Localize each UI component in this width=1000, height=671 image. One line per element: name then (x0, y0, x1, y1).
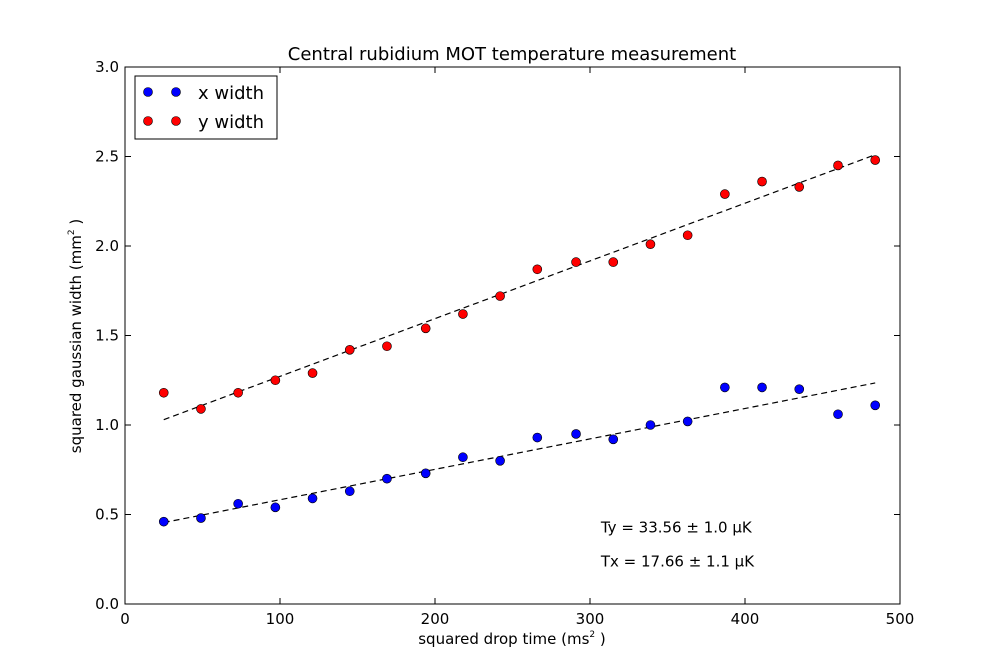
point-x-width-2 (233, 498, 243, 509)
x-tick-label-1: 100 (266, 610, 295, 628)
point-x-width-14 (682, 416, 693, 427)
legend: x width y width (134, 75, 278, 140)
legend-marker-y-width-1 (143, 116, 153, 126)
point-y-width-6 (382, 341, 392, 352)
y-tick-label-6: 3.0 (95, 58, 119, 76)
point-x-width-3 (270, 502, 281, 513)
point-x-width-0 (158, 516, 169, 527)
y-axis-label-superscript: 2 (67, 229, 77, 235)
point-y-width-3 (270, 375, 281, 386)
point-x-width-19 (870, 400, 881, 411)
x-axis-label-superscript: 2 (589, 630, 595, 640)
x-tick-label-0: 0 (120, 610, 130, 628)
point-x-width-8 (458, 452, 468, 463)
data-points (158, 155, 881, 527)
legend-marker-x-width-2 (171, 87, 181, 97)
y-tick-label-5: 2.5 (95, 148, 119, 166)
point-y-width-10 (532, 264, 543, 275)
point-y-width-18 (833, 160, 843, 171)
point-y-width-16 (757, 176, 767, 187)
point-y-width-17 (794, 182, 805, 192)
y-axis-label-end: ) (67, 219, 85, 230)
point-x-width-6 (382, 473, 392, 484)
x-tick-label-3: 300 (576, 610, 605, 628)
point-x-width-9 (495, 455, 505, 466)
point-x-width-11 (571, 429, 581, 439)
point-x-width-10 (532, 432, 543, 443)
point-x-width-17 (794, 384, 805, 395)
axes-frame (124, 66, 901, 605)
fit-line-x-width (163, 382, 876, 524)
point-x-width-16 (757, 382, 767, 393)
point-y-width-4 (307, 368, 318, 378)
point-y-width-12 (608, 257, 619, 267)
fit-lines (163, 154, 876, 524)
x-axis-label: squared drop time (ms2 ) (418, 630, 606, 648)
annotations: Ty = 33.56 ± 1.0 μK Tx = 17.66 ± 1.1 μK (600, 518, 755, 570)
x-axis-label-end: ) (595, 630, 606, 648)
legend-marker-y-width-2 (171, 116, 181, 126)
annotation-1: Tx = 17.66 ± 1.1 μK (600, 552, 755, 570)
y-tick-label-1: 0.5 (95, 506, 119, 524)
x-tick-label-5: 500 (886, 610, 915, 628)
y-tick-label-3: 1.5 (95, 327, 119, 345)
legend-marker-x-width-1 (143, 87, 153, 97)
legend-box (134, 75, 278, 140)
point-y-width-11 (571, 257, 581, 267)
point-y-width-5 (344, 345, 355, 355)
y-axis-label: squared gaussian width (mm2 ) (67, 219, 85, 453)
point-y-width-19 (870, 155, 881, 165)
annotation-0: Ty = 33.56 ± 1.0 μK (600, 518, 753, 536)
point-y-width-2 (233, 387, 243, 398)
point-y-width-15 (720, 189, 730, 199)
point-y-width-0 (158, 387, 169, 398)
point-x-width-5 (344, 486, 355, 497)
point-x-width-13 (645, 420, 656, 430)
x-tick-label-4: 400 (731, 610, 760, 628)
point-y-width-13 (645, 239, 656, 250)
legend-label-x-width: x width (198, 83, 264, 104)
point-x-width-1 (196, 513, 206, 523)
chart-title: Central rubidium MOT temperature measure… (288, 44, 736, 65)
legend-label-y-width: y width (198, 112, 264, 133)
point-y-width-8 (458, 309, 468, 319)
point-x-width-12 (608, 434, 619, 445)
point-y-width-7 (420, 323, 431, 334)
x-tick-label-2: 200 (421, 610, 450, 628)
point-y-width-1 (196, 404, 206, 414)
y-tick-label-4: 2.0 (95, 237, 119, 255)
y-tick-label-0: 0.0 (95, 595, 119, 613)
point-x-width-4 (307, 493, 318, 504)
point-x-width-7 (420, 468, 431, 479)
point-y-width-9 (495, 291, 505, 301)
point-y-width-14 (682, 230, 693, 241)
y-tick-label-2: 1.0 (95, 416, 119, 434)
point-x-width-15 (720, 382, 730, 393)
point-x-width-18 (833, 409, 843, 420)
fit-line-y-width (163, 154, 876, 421)
axis-ticks: 0 100 200 300 400 500 0.0 0.5 1.0 1.5 2.0 2.5 3.0 (95, 58, 914, 628)
